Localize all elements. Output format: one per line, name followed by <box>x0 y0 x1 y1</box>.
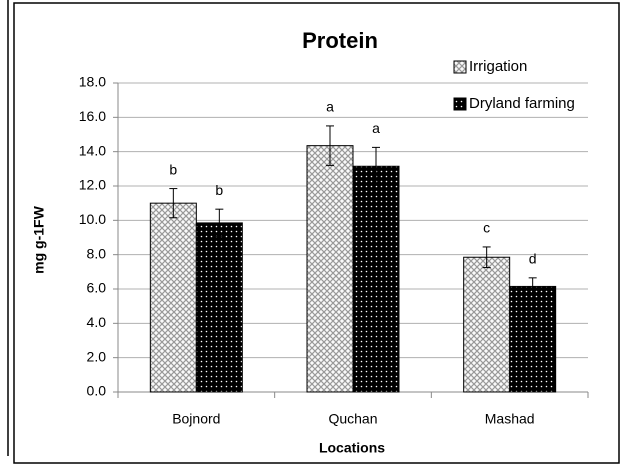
y-tick-label: 18.0 <box>79 74 106 90</box>
bar <box>195 222 243 393</box>
significance-letter: c <box>483 220 490 236</box>
legend-swatch <box>453 97 467 111</box>
error-bar <box>326 125 334 166</box>
y-tick-label: 8.0 <box>87 245 107 261</box>
y-tick-label: 12.0 <box>79 177 106 193</box>
bar <box>149 202 197 393</box>
significance-letter: a <box>372 120 380 136</box>
significance-letter: a <box>326 99 334 115</box>
legend-swatch <box>453 60 467 74</box>
x-tick-label: Bojnord <box>172 411 220 427</box>
bar <box>509 285 557 393</box>
y-tick-label: 6.0 <box>87 280 107 296</box>
bar <box>306 145 354 393</box>
chart-title: Protein <box>302 28 378 53</box>
y-tick-label: 4.0 <box>87 314 107 330</box>
y-tick-label: 16.0 <box>79 108 106 124</box>
x-tick-label: Mashad <box>485 411 535 427</box>
y-tick-label: 0.0 <box>87 383 107 399</box>
significance-letter: d <box>529 251 537 267</box>
error-bar <box>482 246 491 269</box>
y-tick-label: 2.0 <box>87 348 107 364</box>
x-axis-label: Locations <box>319 440 385 456</box>
bar <box>463 256 511 393</box>
y-tick-label: 10.0 <box>79 211 106 227</box>
y-tick-label: 14.0 <box>79 142 106 158</box>
x-tick-label: Quchan <box>328 411 377 427</box>
bar <box>352 165 400 393</box>
y-axis-label: mg g-1FW <box>31 205 47 273</box>
legend-label: Irrigation <box>469 58 527 75</box>
error-bar <box>372 146 380 186</box>
error-bar <box>528 277 537 296</box>
error-bar <box>169 188 178 219</box>
error-bar <box>215 208 224 238</box>
significance-letter: b <box>169 161 177 177</box>
significance-letter: b <box>215 182 223 198</box>
legend-label: Dryland farming <box>469 95 575 112</box>
chart-border <box>13 2 620 464</box>
